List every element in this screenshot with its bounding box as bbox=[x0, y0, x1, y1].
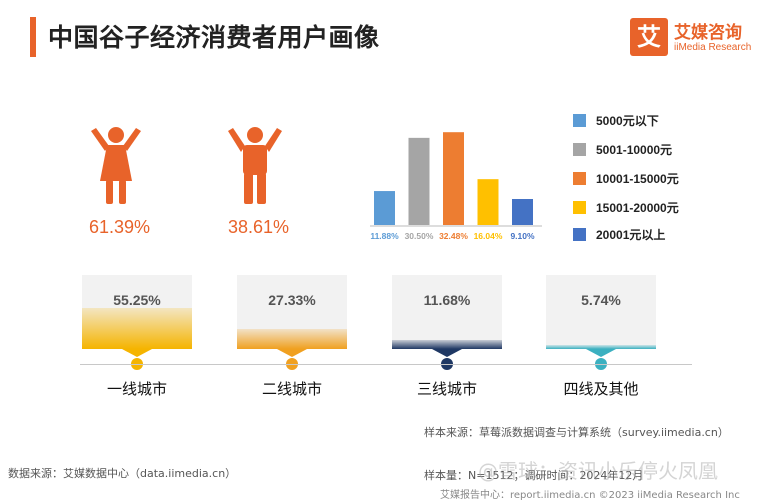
page-title: 中国谷子经济消费者用户画像 bbox=[48, 23, 380, 52]
tier-fill bbox=[546, 344, 656, 349]
tier-card: 11.68% bbox=[392, 275, 502, 349]
legend-swatch bbox=[573, 201, 586, 214]
legend-label: 10001-15000元 bbox=[596, 172, 679, 186]
tier-fill bbox=[392, 340, 502, 349]
sample-size-note: 样本量：N=1512；调研时间：2024年12月 bbox=[424, 469, 644, 482]
logo-mark: 艾 bbox=[630, 18, 668, 56]
logo-name-en: iiMedia Research bbox=[674, 42, 752, 53]
tier-fill bbox=[237, 328, 347, 349]
income-bar-chart: 11.88% 30.50% 32.48% 16.04% 9.10% bbox=[370, 132, 542, 241]
data-source-note: 数据来源：艾媒数据中心（data.iimedia.cn） bbox=[8, 467, 237, 480]
legend-swatch bbox=[573, 172, 586, 185]
tier-label: 二线城市 bbox=[261, 380, 322, 398]
tier-percent: 11.68% bbox=[423, 292, 471, 308]
income-bar bbox=[374, 191, 395, 225]
income-bar bbox=[408, 137, 430, 225]
income-bar bbox=[512, 199, 533, 225]
income-bar-label: 32.48% bbox=[439, 231, 468, 241]
tier-baseline bbox=[80, 364, 692, 365]
brand-logo: 艾 艾媒咨询 iiMedia Research bbox=[630, 18, 760, 60]
male-figure-icon bbox=[228, 127, 282, 204]
tier-pointer bbox=[122, 349, 152, 357]
sample-source-note: 样本来源：草莓派数据调查与计算系统（survey.iimedia.cn） bbox=[424, 426, 729, 439]
tier-card: 55.25% bbox=[82, 275, 192, 349]
income-bar-label: 9.10% bbox=[510, 231, 535, 241]
male-percent: 38.61% bbox=[228, 217, 290, 237]
legend-label: 15001-20000元 bbox=[596, 201, 679, 215]
legend-item: 20001元以上 bbox=[573, 226, 665, 242]
legend-swatch bbox=[573, 143, 586, 156]
income-bar-label: 16.04% bbox=[474, 231, 503, 241]
legend-item: 5001-10000元 bbox=[573, 141, 672, 157]
legend-item: 10001-15000元 bbox=[573, 170, 679, 186]
tier-card: 27.33% bbox=[237, 275, 347, 349]
income-bar-label: 30.50% bbox=[405, 231, 434, 241]
tier-pointer bbox=[277, 349, 307, 357]
legend-swatch bbox=[573, 114, 586, 127]
female-figure-icon bbox=[91, 127, 141, 204]
tier-pointer bbox=[586, 349, 616, 357]
logo-name-cn: 艾媒咨询 bbox=[674, 23, 742, 43]
tier-card: 5.74% bbox=[546, 275, 656, 349]
watermark: @雪球：资讯小乐停火凤凰 bbox=[478, 459, 718, 483]
tier-percent: 5.74% bbox=[581, 292, 621, 308]
tier-label: 一线城市 bbox=[106, 380, 167, 398]
legend-item: 15001-20000元 bbox=[573, 199, 679, 215]
title-accent-bar bbox=[30, 17, 36, 57]
legend-label: 20001元以上 bbox=[596, 228, 666, 242]
report-center-note: 艾媒报告中心：report.iimedia.cn ©2023 iiMedia R… bbox=[440, 490, 740, 501]
tier-percent: 55.25% bbox=[113, 292, 161, 308]
income-bar bbox=[443, 132, 464, 225]
legend-label: 5000元以下 bbox=[596, 114, 659, 128]
tier-fill bbox=[82, 308, 192, 349]
legend-label: 5001-10000元 bbox=[596, 143, 673, 157]
legend-item: 5000元以下 bbox=[573, 112, 659, 128]
legend-swatch bbox=[573, 228, 586, 241]
income-bar-label: 11.88% bbox=[370, 231, 399, 241]
female-percent: 61.39% bbox=[89, 217, 151, 237]
income-bar bbox=[477, 179, 499, 225]
tier-pointer bbox=[432, 349, 462, 357]
tier-label: 四线及其他 bbox=[563, 380, 639, 398]
tier-percent: 27.33% bbox=[268, 292, 316, 308]
tier-label: 三线城市 bbox=[416, 380, 477, 398]
